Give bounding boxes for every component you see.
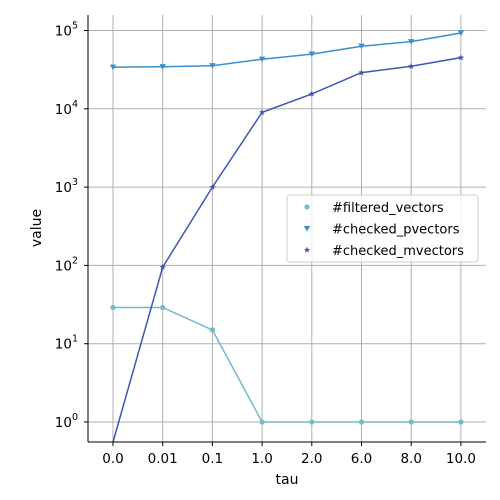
data-point xyxy=(309,419,315,425)
axes xyxy=(87,15,486,443)
data-point xyxy=(408,419,414,425)
legend-label: #checked_mvectors xyxy=(332,244,464,259)
data-point xyxy=(160,304,166,311)
data-point xyxy=(159,64,166,70)
y-ticks: 100 101 102 103 104 105 xyxy=(55,21,88,431)
legend: #filtered_vectors #checked_pvectors #check… xyxy=(286,194,479,263)
data-point xyxy=(209,183,216,190)
y-tick-label: 101 xyxy=(55,334,78,353)
data-point xyxy=(408,39,415,45)
legend-marker xyxy=(303,246,311,253)
x-tick-label: 0.1 xyxy=(202,451,223,467)
data-point xyxy=(457,54,465,61)
data-point xyxy=(458,419,464,425)
data-point xyxy=(358,69,365,76)
data-point xyxy=(308,90,316,97)
x-tick-label: 0.01 xyxy=(148,451,178,467)
data-point xyxy=(457,30,465,36)
series-layer xyxy=(109,30,465,443)
data-point xyxy=(358,419,365,425)
y-tick-label: 105 xyxy=(55,21,78,40)
x-tick-label: 0.0 xyxy=(102,451,123,467)
y-tick-label: 104 xyxy=(55,99,78,118)
series-checked-mvectors xyxy=(112,54,465,443)
x-tick-label: 1.0 xyxy=(251,451,272,467)
data-point xyxy=(110,304,116,311)
x-ticks: 0.0 0.01 0.1 1.0 2.0 6.0 8.0 10.0 xyxy=(102,442,476,467)
legend-marker xyxy=(304,204,310,210)
data-point xyxy=(109,64,117,71)
data-point xyxy=(258,56,266,63)
legend-box xyxy=(286,194,479,263)
series-filtered-vectors xyxy=(110,304,464,425)
legend-marker xyxy=(303,225,311,232)
legend-label: #filtered_vectors xyxy=(332,201,444,216)
data-point xyxy=(259,419,265,425)
x-axis-label: tau xyxy=(276,472,299,488)
data-point xyxy=(258,108,266,116)
x-tick-label: 2.0 xyxy=(301,451,322,467)
series-checked-pvectors xyxy=(109,30,465,71)
data-point xyxy=(209,63,216,69)
y-tick-label: 102 xyxy=(55,255,78,274)
series-line xyxy=(112,56,462,443)
legend-label: #checked_pvectors xyxy=(332,223,460,238)
data-point xyxy=(358,43,365,50)
series-line xyxy=(113,306,461,423)
series-line xyxy=(112,32,462,68)
y-axis-label: value xyxy=(29,209,45,247)
data-point xyxy=(159,263,166,270)
y-tick-label: 100 xyxy=(55,412,78,431)
data-point xyxy=(308,51,315,58)
data-point xyxy=(407,62,415,69)
y-tick-label: 103 xyxy=(55,177,78,196)
x-tick-label: 8.0 xyxy=(400,451,421,467)
x-tick-label: 6.0 xyxy=(351,451,372,467)
data-point xyxy=(209,327,215,333)
x-tick-label: 10.0 xyxy=(446,451,476,467)
